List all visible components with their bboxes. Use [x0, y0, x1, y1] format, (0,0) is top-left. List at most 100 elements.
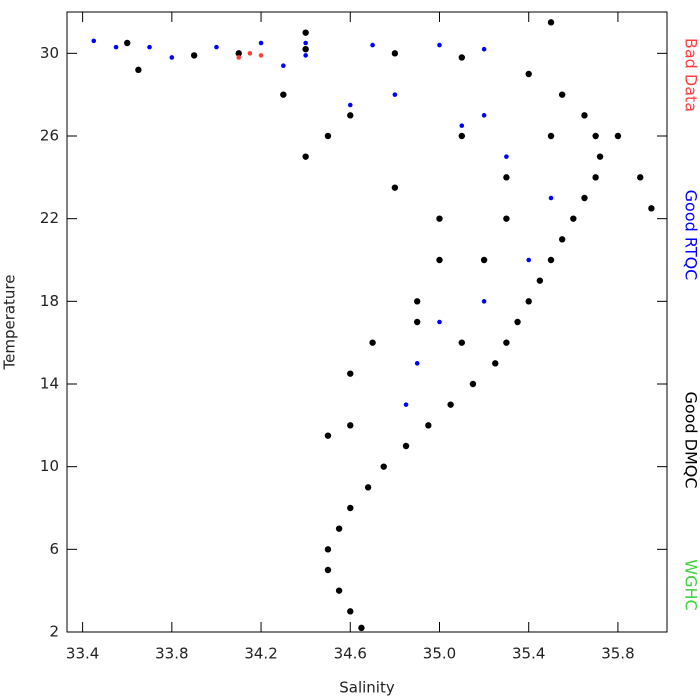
point: [113, 44, 119, 50]
point: [503, 174, 510, 181]
point: [413, 318, 421, 326]
point: [335, 587, 343, 594]
point: [547, 256, 555, 264]
point: [347, 422, 354, 429]
point: [525, 298, 532, 305]
legend-label: Good RTQC: [682, 190, 700, 281]
x-tick-label: 35.8: [601, 645, 634, 663]
y-tick-label: 26: [40, 127, 59, 145]
point: [436, 215, 443, 222]
point: [303, 53, 308, 58]
point: [481, 113, 487, 118]
y-tick-label: 22: [40, 209, 59, 227]
y-tick-label: 2: [49, 623, 59, 641]
point: [637, 174, 644, 181]
plot-frame: [66, 11, 668, 633]
point: [547, 19, 555, 26]
point: [169, 55, 175, 60]
point: [190, 52, 198, 59]
point: [214, 44, 219, 50]
point: [235, 50, 242, 57]
point: [458, 132, 465, 140]
point: [392, 92, 398, 97]
point: [369, 339, 376, 346]
point: [335, 525, 343, 532]
point: [480, 256, 488, 264]
x-tick-label: 33.4: [66, 645, 99, 663]
point: [547, 132, 555, 140]
point: [403, 402, 409, 407]
point: [347, 112, 354, 119]
point: [280, 91, 287, 98]
point: [504, 154, 509, 159]
point: [503, 339, 510, 346]
point: [347, 370, 354, 377]
point: [324, 546, 332, 553]
y-tick-label: 14: [40, 375, 59, 393]
point: [324, 132, 332, 140]
x-tick-label: 34.2: [244, 645, 277, 663]
point: [358, 624, 365, 632]
point: [324, 432, 332, 439]
y-axis-title: Temperature: [1, 274, 19, 370]
point: [302, 29, 309, 36]
point: [247, 51, 253, 56]
point: [536, 277, 544, 284]
point: [447, 401, 454, 408]
point: [91, 38, 97, 44]
legend-label: Bad Data: [682, 38, 700, 112]
point: [347, 102, 353, 108]
point: [258, 53, 264, 58]
point: [459, 123, 465, 128]
point: [258, 40, 264, 46]
point: [492, 360, 499, 367]
point: [303, 40, 308, 46]
y-tick-label: 18: [40, 292, 59, 310]
point: [147, 44, 152, 50]
point: [425, 422, 432, 429]
point: [581, 112, 588, 119]
point: [481, 299, 487, 304]
point: [437, 42, 442, 48]
point: [402, 442, 410, 450]
point: [526, 257, 532, 263]
x-tick-label: 34.6: [334, 645, 367, 663]
point: [481, 46, 487, 52]
point: [380, 463, 387, 470]
point: [347, 608, 354, 615]
point: [413, 298, 421, 305]
point: [437, 319, 442, 325]
point: [302, 46, 309, 53]
legend-label: WGHC: [682, 559, 700, 610]
point: [391, 50, 399, 57]
x-tick-label: 35.4: [512, 645, 545, 663]
point: [324, 566, 332, 574]
point: [592, 132, 599, 140]
point: [414, 361, 420, 366]
point: [302, 153, 309, 160]
x-tick-label: 35.0: [423, 645, 456, 663]
point: [592, 174, 599, 181]
point: [347, 504, 354, 512]
y-tick-label: 10: [40, 457, 59, 475]
point: [364, 484, 372, 491]
point: [436, 256, 443, 264]
x-axis-title: Salinity: [339, 679, 395, 697]
point: [281, 63, 286, 69]
legend-label: Good DMQC: [682, 391, 700, 488]
point: [558, 91, 566, 98]
point: [469, 380, 477, 388]
point: [548, 195, 554, 201]
point: [503, 215, 510, 222]
point: [236, 55, 242, 60]
point: [596, 153, 604, 160]
point: [614, 132, 622, 140]
y-tick-label: 6: [49, 540, 59, 558]
point: [124, 39, 131, 47]
point: [458, 54, 465, 61]
y-tick-label: 30: [40, 44, 59, 62]
point: [514, 318, 521, 326]
x-tick-label: 33.8: [155, 645, 188, 663]
point: [558, 236, 566, 243]
